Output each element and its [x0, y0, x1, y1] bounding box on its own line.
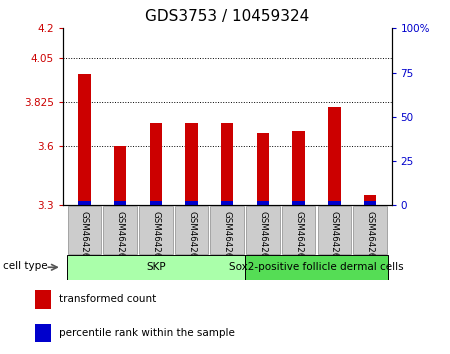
Bar	[292, 131, 305, 205]
Bar	[139, 206, 173, 254]
Bar	[114, 146, 126, 205]
Bar	[221, 201, 234, 205]
Bar	[78, 201, 90, 205]
Bar	[318, 206, 351, 254]
Title: GDS3753 / 10459324: GDS3753 / 10459324	[145, 9, 310, 24]
Text: GSM464261: GSM464261	[80, 211, 89, 264]
Bar	[78, 74, 90, 205]
Text: GSM464264: GSM464264	[187, 211, 196, 264]
Text: GSM464265: GSM464265	[223, 211, 232, 264]
Bar	[175, 206, 208, 254]
Text: GSM464269: GSM464269	[365, 211, 374, 264]
Text: GSM464263: GSM464263	[151, 211, 160, 264]
Bar	[104, 206, 137, 254]
Bar	[353, 206, 387, 254]
Bar	[364, 201, 376, 205]
Bar	[221, 123, 234, 205]
Bar	[256, 132, 269, 205]
Bar	[282, 206, 315, 254]
Bar	[185, 123, 198, 205]
Bar	[246, 206, 280, 254]
Bar	[35, 290, 51, 309]
Text: cell type: cell type	[3, 261, 48, 271]
Text: GSM464268: GSM464268	[330, 211, 339, 264]
Text: percentile rank within the sample: percentile rank within the sample	[59, 328, 235, 338]
Bar	[364, 195, 376, 205]
Bar	[35, 324, 51, 342]
Text: GSM464267: GSM464267	[294, 211, 303, 264]
Text: transformed count: transformed count	[59, 294, 156, 304]
Text: Sox2-positive follicle dermal cells: Sox2-positive follicle dermal cells	[229, 262, 404, 272]
Bar	[256, 201, 269, 205]
Text: SKP: SKP	[146, 262, 166, 272]
Bar	[185, 201, 198, 205]
Bar	[149, 123, 162, 205]
Text: GSM464262: GSM464262	[116, 211, 125, 264]
Bar	[114, 201, 126, 205]
Bar	[149, 201, 162, 205]
Bar	[67, 255, 245, 280]
Bar	[328, 107, 341, 205]
Text: GSM464266: GSM464266	[258, 211, 267, 264]
Bar	[292, 201, 305, 205]
Bar	[211, 206, 244, 254]
Bar	[328, 201, 341, 205]
Bar	[68, 206, 101, 254]
Bar	[245, 255, 388, 280]
